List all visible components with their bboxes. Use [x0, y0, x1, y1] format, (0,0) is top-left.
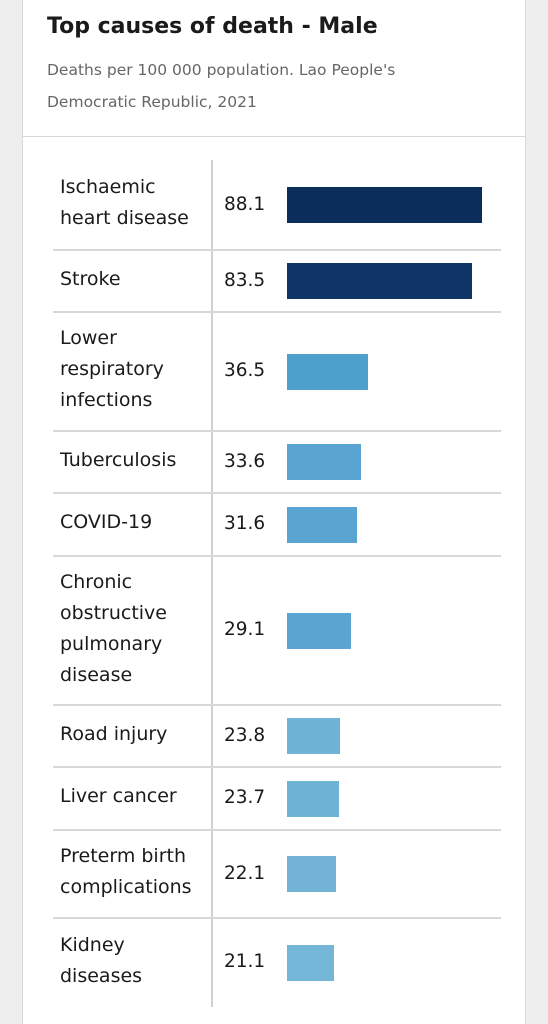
bar [287, 354, 368, 390]
chart-card: Top causes of death - Male Deaths per 10… [22, 0, 526, 1024]
table-row: Tuberculosis 33.6 [53, 431, 501, 494]
cause-label: Lower respiratory infections [60, 327, 164, 411]
row-divider [53, 829, 501, 831]
table-row: Lower respiratory infections 36.5 [53, 312, 501, 432]
bar [287, 613, 351, 649]
value-label: 22.1 [224, 863, 266, 884]
table-row: Ischaemic heart disease 88.1 [53, 160, 501, 251]
value-label: 23.7 [224, 787, 266, 808]
row-divider [53, 704, 501, 706]
table-row: Chronic obstructive pulmonary disease 29.… [53, 556, 501, 706]
chart-subtitle: Deaths per 100 000 population. Lao Peopl… [47, 61, 396, 111]
value-label: 83.5 [224, 270, 266, 291]
bar [287, 187, 482, 223]
cause-label: Liver cancer [60, 785, 177, 807]
table-row: Road injury 23.8 [53, 705, 501, 768]
table-row: Stroke 83.5 [53, 250, 501, 313]
cause-label: Chronic obstructive pulmonary disease [60, 571, 167, 686]
cause-label: Preterm birth complications [60, 845, 192, 898]
bar [287, 263, 472, 299]
bar [287, 856, 336, 892]
cause-label: Tuberculosis [60, 449, 177, 471]
value-label: 36.5 [224, 360, 266, 381]
column-divider [211, 160, 213, 1007]
chart-title: Top causes of death - Male [47, 14, 378, 39]
value-label: 21.1 [224, 951, 266, 972]
row-divider [53, 492, 501, 494]
cause-table: Ischaemic heart disease 88.1 Stroke 83.5 Low… [23, 160, 525, 1010]
value-label: 29.1 [224, 619, 266, 640]
bar [287, 507, 357, 543]
cause-label: Road injury [60, 723, 168, 745]
table-row: Kidney diseases 21.1 [53, 918, 501, 1007]
row-divider [53, 430, 501, 432]
bar [287, 781, 339, 817]
cause-label: Stroke [60, 268, 121, 290]
cause-label: COVID-19 [60, 511, 153, 533]
cause-label: Kidney diseases [60, 934, 143, 987]
row-divider [53, 311, 501, 313]
row-divider [53, 917, 501, 919]
table-row: Preterm birth complications 22.1 [53, 830, 501, 919]
value-label: 88.1 [224, 194, 266, 215]
cause-label: Ischaemic heart disease [60, 176, 189, 229]
value-label: 31.6 [224, 513, 266, 534]
bar [287, 945, 334, 981]
value-label: 33.6 [224, 451, 266, 472]
value-label: 23.8 [224, 725, 266, 746]
row-divider [53, 766, 501, 768]
row-divider [53, 249, 501, 251]
row-divider [53, 555, 501, 557]
header-divider [23, 136, 525, 137]
table-row: COVID-19 31.6 [53, 493, 501, 557]
bar [287, 444, 361, 480]
bar [287, 718, 340, 754]
table-row: Liver cancer 23.7 [53, 767, 501, 831]
